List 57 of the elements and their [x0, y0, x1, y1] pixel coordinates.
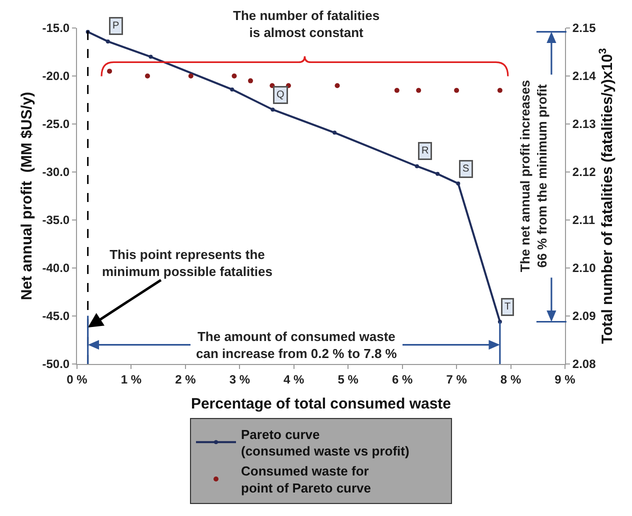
point: [456, 182, 460, 186]
y2-tick-label: 2.13: [572, 117, 596, 132]
y2-tick-label: 2.12: [572, 165, 596, 180]
point: [414, 164, 419, 168]
y-tick-label: -20.0: [42, 69, 70, 84]
annotation: T: [504, 302, 511, 312]
x-tick-label: 0 %: [66, 372, 88, 386]
x-tick-label: 1 %: [120, 372, 142, 386]
y-tick-label: -15.0: [42, 21, 70, 36]
annotation: This point represents the minimum possible fatalities: [102, 247, 272, 279]
annotation: S: [462, 164, 470, 174]
point: [436, 172, 440, 176]
x-tick-label: 9 %: [554, 372, 576, 386]
point: [454, 88, 460, 93]
point: [270, 108, 275, 112]
annotation: The number of fatalities is almost constant: [233, 8, 380, 40]
x-tick-label: 6 %: [392, 372, 413, 386]
x-axis-title: Percentage of total consumed waste: [190, 395, 452, 412]
point: [230, 87, 234, 92]
y-tick-label: -25.0: [42, 117, 70, 132]
point: [332, 130, 337, 135]
point: [248, 78, 254, 84]
y-axis-title: Net annual profit (MM $US/y): [18, 92, 36, 300]
y2-tick-label: 2.08: [572, 357, 596, 372]
point: [148, 54, 153, 59]
point: [144, 74, 150, 78]
point: [334, 83, 340, 88]
x-tick-label: 7 %: [446, 372, 468, 386]
y-tick-label: -50.0: [42, 357, 70, 372]
point: [107, 68, 112, 74]
legend-label: Consumed waste for point of Pareto curve: [241, 464, 372, 496]
point: [188, 74, 194, 78]
y2-tick-label: 2.14: [572, 69, 596, 84]
point: [416, 88, 422, 93]
y2-tick-label: 2.11: [572, 213, 596, 228]
annotation: Q: [276, 90, 284, 100]
x-tick-label: 4 %: [284, 372, 305, 386]
point: [497, 88, 502, 93]
y-tick-label: -45.0: [42, 309, 70, 324]
annotation: The net annual profit increases 66 % from the minimum profit: [517, 80, 550, 272]
y-tick-label: -30.0: [42, 165, 70, 180]
x-tick-label: 8 %: [500, 372, 522, 386]
annotation: P: [112, 20, 120, 32]
y-tick-label: -35.0: [42, 213, 70, 228]
annotation: R: [422, 146, 429, 156]
x-tick-label: 2 %: [175, 372, 196, 386]
x-tick-label: 5 %: [338, 372, 359, 386]
y2-tick-label: 2.15: [572, 21, 596, 36]
point: [394, 88, 400, 93]
x-tick-label: 3 %: [229, 372, 250, 386]
annotation: The amount of consumed waste can increase from 0.2 % to 7.8 %: [196, 329, 398, 361]
y-tick-label: -40.0: [42, 261, 70, 276]
y2-tick-label: 2.10: [572, 261, 596, 276]
point: [106, 39, 110, 44]
legend-label: Pareto curve (consumed waste vs profit): [241, 426, 410, 459]
point: [232, 74, 237, 78]
y2-tick-label: 2.09: [572, 309, 596, 324]
